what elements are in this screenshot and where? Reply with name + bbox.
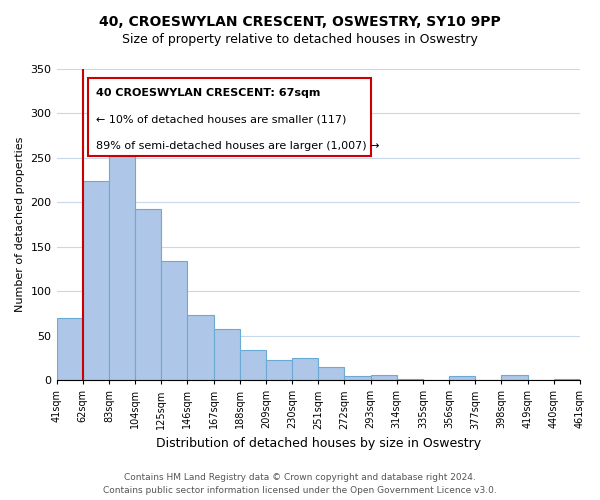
Bar: [318, 367, 344, 380]
Text: 89% of semi-detached houses are larger (1,007) →: 89% of semi-detached houses are larger (…: [96, 140, 379, 150]
X-axis label: Distribution of detached houses by size in Oswestry: Distribution of detached houses by size …: [156, 437, 481, 450]
Text: 40, CROESWYLAN CRESCENT, OSWESTRY, SY10 9PP: 40, CROESWYLAN CRESCENT, OSWESTRY, SY10 …: [99, 15, 501, 29]
Bar: [292, 358, 318, 380]
Bar: [161, 261, 187, 380]
Text: ← 10% of detached houses are smaller (117): ← 10% of detached houses are smaller (11…: [96, 114, 346, 124]
Bar: [266, 360, 292, 380]
Bar: [135, 208, 161, 380]
Text: Size of property relative to detached houses in Oswestry: Size of property relative to detached ho…: [122, 32, 478, 46]
Bar: [502, 375, 527, 380]
Bar: [187, 315, 214, 380]
FancyBboxPatch shape: [88, 78, 371, 156]
Bar: [449, 376, 475, 380]
Bar: [554, 379, 580, 380]
Text: Contains HM Land Registry data © Crown copyright and database right 2024.
Contai: Contains HM Land Registry data © Crown c…: [103, 474, 497, 495]
Bar: [214, 328, 240, 380]
Bar: [83, 181, 109, 380]
Bar: [397, 379, 423, 380]
Bar: [344, 376, 371, 380]
Y-axis label: Number of detached properties: Number of detached properties: [15, 137, 25, 312]
Bar: [371, 375, 397, 380]
Text: 40 CROESWYLAN CRESCENT: 67sqm: 40 CROESWYLAN CRESCENT: 67sqm: [96, 88, 320, 98]
Bar: [240, 350, 266, 380]
Bar: [56, 318, 83, 380]
Bar: [109, 132, 135, 380]
